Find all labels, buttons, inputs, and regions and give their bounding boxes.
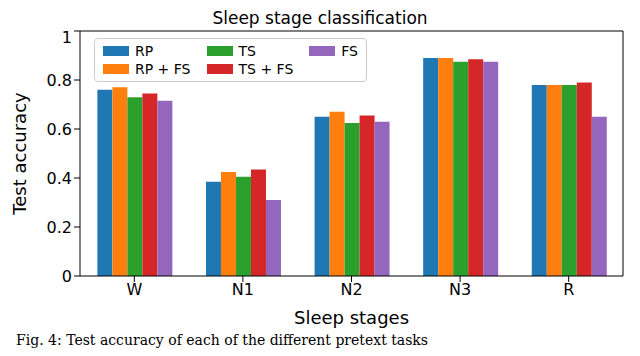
svg-text:0.4: 0.4	[47, 169, 72, 188]
svg-text:W: W	[126, 280, 142, 299]
svg-text:0: 0	[62, 267, 72, 286]
svg-text:N1: N1	[232, 280, 254, 299]
svg-text:0.2: 0.2	[47, 218, 72, 237]
html-text:RP + FS: RP + FS	[135, 61, 191, 77]
svg-text:0.6: 0.6	[47, 120, 72, 139]
html-text:FS: FS	[341, 43, 358, 59]
svg-text:Test accuracy: Test accuracy	[9, 92, 30, 216]
html-text:TS + FS: TS + FS	[238, 61, 294, 77]
html-text:TS: TS	[238, 43, 256, 59]
svg-text:0.8: 0.8	[47, 71, 72, 90]
html-text:Sleep stage classification: Sleep stage classification	[212, 8, 428, 28]
html-text:Fig. 4: Test accuracy of each: Fig. 4: Test accuracy of each of the dif…	[16, 332, 428, 348]
svg-text:R: R	[563, 280, 574, 299]
svg-text:Sleep stages: Sleep stages	[294, 307, 409, 328]
html-text:RP: RP	[135, 43, 154, 59]
svg-text:N2: N2	[340, 280, 362, 299]
svg-text:1: 1	[62, 28, 72, 47]
svg-text:N3: N3	[449, 280, 471, 299]
